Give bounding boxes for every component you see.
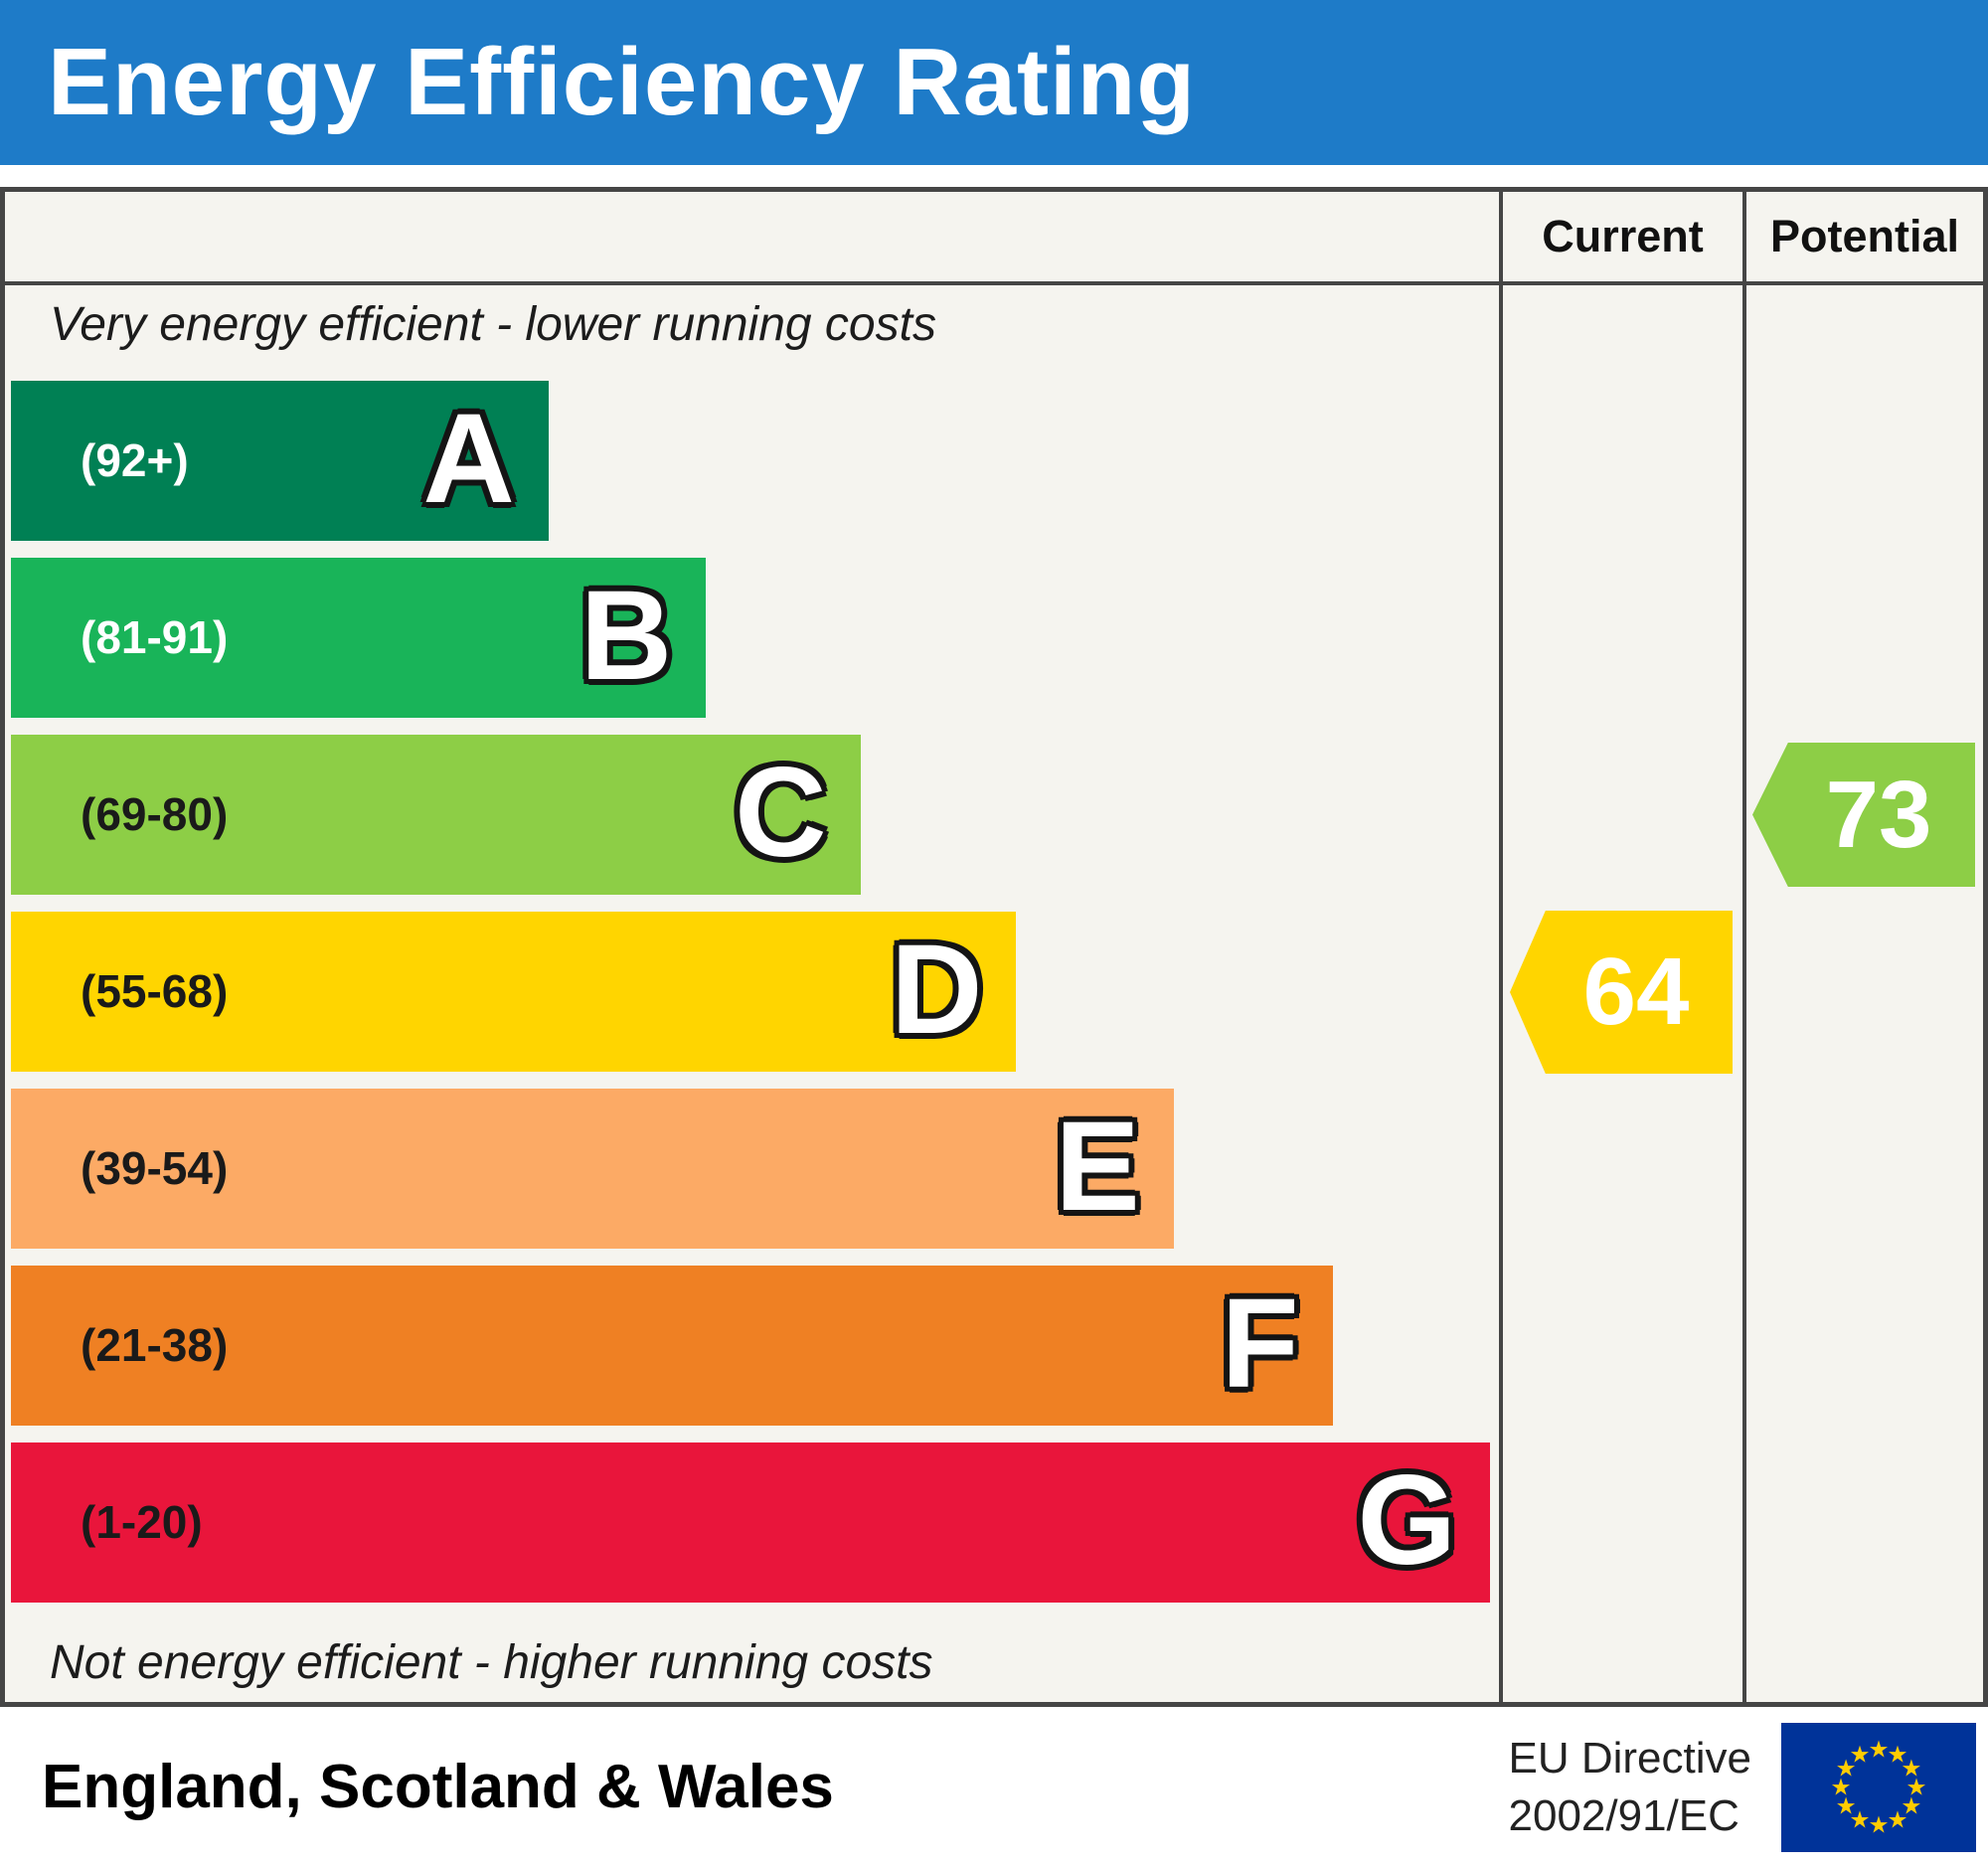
- band-row-d: (55-68) D: [11, 912, 1496, 1072]
- page-title: Energy Efficiency Rating: [48, 29, 1196, 135]
- band-letter: F: [1221, 1273, 1299, 1415]
- band-row-g: (1-20) G: [11, 1443, 1496, 1603]
- potential-column-divider: [1742, 192, 1746, 1702]
- current-column-divider: [1499, 192, 1503, 1702]
- eu-flag-star: [1837, 1759, 1856, 1777]
- eu-flag-icon: [1781, 1722, 1976, 1852]
- eu-directive-label: EU Directive 2002/91/EC: [1509, 1730, 1752, 1843]
- current-rating-value: 64: [1582, 938, 1690, 1045]
- band-letter: E: [1055, 1096, 1140, 1238]
- band-row-e: (39-54) E: [11, 1089, 1496, 1249]
- band-row-f: (21-38) F: [11, 1266, 1496, 1426]
- top-note: Very energy efficient - lower running co…: [50, 298, 936, 351]
- eu-flag-svg: [1781, 1722, 1976, 1852]
- band-bar-e: (39-54) E: [11, 1089, 1174, 1249]
- band-bar-g: (1-20) G: [11, 1443, 1491, 1603]
- band-range-label: (69-80): [81, 788, 229, 840]
- eu-flag-star: [1869, 1740, 1889, 1758]
- band-letter: A: [422, 388, 515, 530]
- band-letter: D: [891, 919, 983, 1061]
- band-letter: B: [580, 565, 673, 707]
- eu-flag-star: [1850, 1745, 1870, 1763]
- eu-directive-line1: EU Directive: [1508, 1734, 1752, 1783]
- eu-flag-star: [1902, 1759, 1920, 1777]
- eu-flag-star: [1902, 1796, 1920, 1814]
- band-bar-f: (21-38) F: [11, 1266, 1333, 1426]
- band-range-label: (39-54): [81, 1142, 229, 1194]
- eu-flag-star: [1906, 1778, 1926, 1795]
- potential-column-header: Potential: [1769, 211, 1960, 261]
- band-bar-d: (55-68) D: [11, 912, 1017, 1072]
- eu-directive-line2: 2002/91/EC: [1508, 1790, 1740, 1840]
- region-label: England, Scotland & Wales: [42, 1753, 834, 1821]
- potential-rating-arrow: 73: [1752, 743, 1975, 887]
- band-letter: G: [1357, 1449, 1457, 1592]
- footer: England, Scotland & Wales EU Directive 2…: [0, 1707, 1988, 1867]
- eu-flag-star: [1831, 1778, 1851, 1795]
- rating-table: Current Potential Very energy efficient …: [0, 187, 1988, 1707]
- eu-flag-star: [1837, 1796, 1856, 1814]
- bottom-note: Not energy efficient - higher running co…: [50, 1636, 933, 1689]
- band-range-label: (92+): [81, 434, 189, 486]
- band-letter: C: [735, 742, 827, 884]
- band-range-label: (21-38): [81, 1319, 229, 1371]
- title-bar: Energy Efficiency Rating: [0, 0, 1988, 165]
- band-row-a: (92+) A: [11, 381, 1496, 541]
- eu-flag-star: [1869, 1815, 1889, 1833]
- potential-rating-value: 73: [1825, 761, 1932, 868]
- eu-flag-star: [1888, 1809, 1907, 1828]
- band-range-label: (1-20): [81, 1496, 203, 1548]
- band-bar-b: (81-91) B: [11, 558, 707, 718]
- band-row-b: (81-91) B: [11, 558, 1496, 718]
- eu-flag-star: [1850, 1809, 1870, 1828]
- band-bar-c: (69-80) C: [11, 735, 861, 895]
- band-range-label: (55-68): [81, 965, 229, 1017]
- band-row-c: (69-80) C: [11, 735, 1496, 895]
- current-rating-arrow: 64: [1510, 911, 1733, 1074]
- column-header-divider: [5, 281, 1983, 285]
- eu-flag-stars: [1831, 1740, 1926, 1833]
- band-bar-a: (92+) A: [11, 381, 549, 541]
- band-range-label: (81-91): [81, 611, 229, 663]
- current-column-header: Current: [1542, 211, 1704, 261]
- energy-bands: (92+) A (81-91) B (69-80) C (55-68) D (39-54) E (2…: [11, 381, 1496, 1619]
- eu-flag-star: [1888, 1745, 1907, 1763]
